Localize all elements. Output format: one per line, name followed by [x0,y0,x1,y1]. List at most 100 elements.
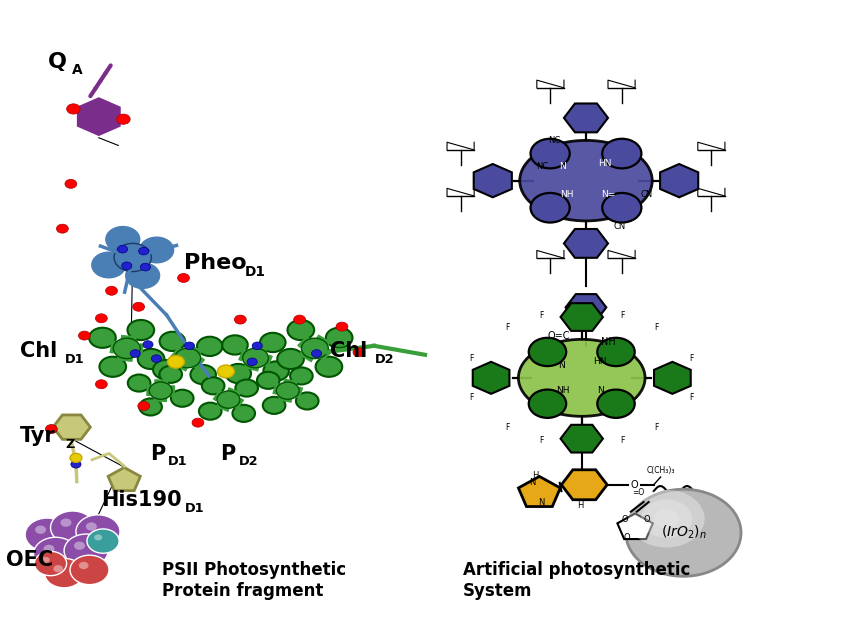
Ellipse shape [89,328,116,348]
Circle shape [94,534,102,541]
Circle shape [60,518,71,527]
Ellipse shape [138,349,164,369]
Text: OEC: OEC [6,550,53,570]
Circle shape [641,500,692,538]
Text: D2: D2 [239,455,258,468]
Text: N: N [558,361,564,370]
Ellipse shape [199,403,222,420]
Ellipse shape [260,333,286,352]
Circle shape [45,424,57,433]
Text: O: O [643,516,650,525]
Circle shape [35,551,66,575]
Text: NH: NH [557,386,570,395]
Circle shape [92,252,126,278]
Circle shape [247,358,258,366]
Circle shape [26,518,69,551]
Circle shape [34,538,77,570]
Ellipse shape [257,372,280,389]
Ellipse shape [197,337,223,356]
Circle shape [628,490,705,547]
Text: Artificial photosynthetic
System: Artificial photosynthetic System [463,561,690,600]
Circle shape [122,262,132,269]
Text: F: F [539,311,543,320]
Circle shape [353,348,365,357]
Circle shape [217,391,240,408]
Text: Pheo: Pheo [184,253,246,273]
Text: Tyr: Tyr [20,426,56,446]
Text: NC: NC [536,162,548,171]
Polygon shape [564,104,608,132]
Text: N: N [530,478,536,487]
Text: Chl: Chl [20,341,57,361]
Ellipse shape [190,365,216,385]
Ellipse shape [603,139,642,168]
Polygon shape [518,476,560,507]
Ellipse shape [518,340,645,416]
Polygon shape [560,303,603,331]
Circle shape [78,331,90,340]
Text: F: F [620,436,625,445]
Circle shape [140,263,150,271]
Circle shape [139,248,149,255]
Text: PSII Photosynthetic
Protein fragment: PSII Photosynthetic Protein fragment [162,561,347,600]
Polygon shape [561,470,607,500]
Circle shape [336,322,348,331]
Circle shape [87,529,119,553]
Text: F: F [654,423,659,432]
Circle shape [114,244,151,271]
Ellipse shape [153,360,178,379]
Circle shape [95,314,107,323]
Text: $(IrO_2)_n$: $(IrO_2)_n$ [660,524,706,541]
Ellipse shape [201,377,224,394]
Ellipse shape [529,390,566,418]
Text: C(CH₃)₃: C(CH₃)₃ [646,466,675,475]
Circle shape [143,341,153,349]
Circle shape [74,541,85,550]
Text: F: F [689,392,694,401]
Polygon shape [473,164,512,197]
Text: H: H [532,471,538,480]
Circle shape [242,349,269,368]
Circle shape [175,349,201,368]
Circle shape [151,355,162,363]
Text: Q: Q [48,52,67,72]
Polygon shape [53,415,90,439]
Circle shape [116,114,130,124]
Circle shape [218,365,235,378]
Text: N: N [538,498,544,507]
Ellipse shape [139,399,162,415]
Ellipse shape [598,338,635,366]
Text: O: O [623,533,630,542]
Text: D1: D1 [245,265,265,278]
Text: F: F [654,323,659,332]
Text: NH: NH [601,337,615,347]
Circle shape [654,509,679,529]
Ellipse shape [99,357,126,377]
Circle shape [178,273,190,282]
Circle shape [294,315,305,324]
Ellipse shape [296,392,319,410]
Ellipse shape [222,335,247,354]
Text: N: N [597,386,603,395]
Text: N: N [558,162,565,171]
Text: NH: NH [561,190,574,199]
Circle shape [95,380,107,389]
Circle shape [184,342,195,350]
Ellipse shape [232,405,255,422]
Ellipse shape [128,374,150,392]
Text: CN: CN [614,222,626,231]
Ellipse shape [235,379,258,397]
Circle shape [133,302,144,311]
Circle shape [626,489,741,576]
Text: O: O [631,480,638,490]
Ellipse shape [160,366,182,383]
Text: F: F [620,311,625,320]
Text: F: F [539,436,543,445]
Text: O=C: O=C [547,331,570,341]
Circle shape [54,565,63,572]
Circle shape [130,350,140,358]
Text: D1: D1 [168,455,188,468]
Circle shape [252,342,263,350]
Polygon shape [473,362,509,394]
Text: Z: Z [65,438,74,451]
